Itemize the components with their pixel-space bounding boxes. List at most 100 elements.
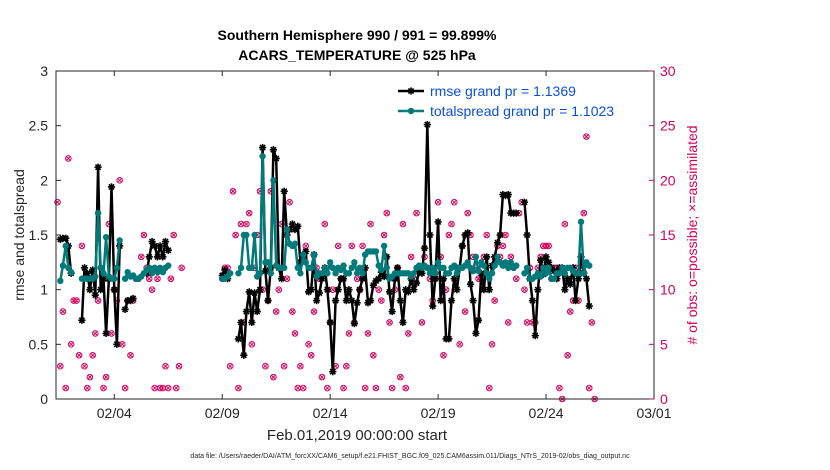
rmse-point <box>156 242 164 250</box>
spread-point <box>332 270 339 277</box>
obs-count-point <box>245 209 253 217</box>
obs-count-point <box>172 384 180 392</box>
obs-count-point <box>491 297 498 304</box>
legend-rmse-marker <box>407 87 415 95</box>
spread-point <box>561 270 569 277</box>
rmse-point <box>110 286 118 294</box>
obs-count-point <box>407 253 415 261</box>
y-tick-label: 2 <box>40 172 48 188</box>
spread-point <box>291 240 299 247</box>
obs-count-point <box>380 231 388 239</box>
spread-point <box>380 242 388 250</box>
obs-count-point <box>580 209 588 217</box>
rmse-series <box>56 120 593 376</box>
rmse-point <box>480 286 488 294</box>
spread-point <box>359 270 366 277</box>
obs-count-point <box>78 242 86 250</box>
obs-count-point <box>289 308 296 315</box>
spread-point <box>550 275 558 282</box>
obs-count-point <box>148 286 156 293</box>
rmse-point <box>242 307 251 316</box>
spread-point <box>97 264 104 271</box>
spread-point <box>378 266 385 274</box>
rmse-point <box>288 220 296 228</box>
obs-count-point <box>370 351 377 359</box>
obs-count-point <box>383 209 391 217</box>
obs-count-point <box>504 319 512 326</box>
spread-point <box>235 270 242 277</box>
rmse-point <box>493 239 502 247</box>
obs-count-point <box>116 177 123 184</box>
obs-count-point <box>145 275 153 283</box>
obs-count-point <box>445 231 453 239</box>
spread-point <box>348 264 355 271</box>
obs-count-point <box>118 341 126 348</box>
rmse-point <box>534 286 542 294</box>
rmse-point <box>426 231 434 239</box>
obs-count-point <box>73 297 80 304</box>
obs-count-point <box>386 319 393 326</box>
obs-count-point <box>154 275 161 283</box>
rmse-point <box>520 198 529 206</box>
spread-point <box>256 270 264 277</box>
obs-count-point <box>397 373 404 381</box>
obs-count-point <box>229 187 237 195</box>
rmse-point <box>261 267 270 275</box>
obs-count-point <box>235 384 242 392</box>
spread-point <box>321 264 328 271</box>
x-tick-label: 03/01 <box>636 405 671 421</box>
rmse-point <box>221 266 229 274</box>
obs-count-point <box>372 384 380 392</box>
y-axis-right-label: # of obs: o=possible; ×=assimilated <box>684 125 700 344</box>
obs-count-point <box>585 384 593 392</box>
spread-point <box>513 262 520 269</box>
obs-count-point <box>237 220 245 228</box>
obs-count-point <box>100 384 107 392</box>
spread-point <box>345 270 353 277</box>
rmse-point <box>353 299 361 307</box>
rmse-point <box>251 289 259 297</box>
obs-count-point <box>340 384 347 392</box>
rmse-point <box>396 297 404 305</box>
rmse-point <box>434 218 442 226</box>
rmse-point <box>380 272 388 281</box>
rmse-point <box>339 275 348 283</box>
obs-count-point <box>418 319 426 326</box>
rmse-point <box>504 190 512 199</box>
obs-count-point <box>140 231 148 239</box>
legend-spread-marker <box>407 107 415 115</box>
rmse-point <box>253 307 261 316</box>
spread-point <box>111 275 118 282</box>
rmse-point <box>256 286 264 294</box>
spread-point <box>575 270 582 277</box>
spread-point <box>270 177 277 184</box>
obs-count-point <box>170 231 177 239</box>
rmse-point <box>159 253 167 261</box>
spread-point <box>507 259 515 266</box>
obs-count-point <box>248 341 256 348</box>
obs-count-point <box>434 198 442 206</box>
rmse-point <box>264 297 272 305</box>
obs-count-point <box>399 220 407 228</box>
legend: rmse grand pr = 1.1369 totalspread grand… <box>398 83 614 119</box>
spread-point <box>372 248 380 255</box>
spread-point <box>469 267 477 275</box>
spread-point <box>283 226 291 233</box>
obs-count-point <box>521 286 528 293</box>
obs-count-point <box>405 330 412 337</box>
rmse-point <box>542 253 550 261</box>
obs-count-point <box>167 275 175 283</box>
rmse-point <box>561 286 569 294</box>
x-tick-label: 02/19 <box>421 405 456 421</box>
obs-count-point <box>321 220 329 228</box>
y-right-tick-label: 5 <box>660 336 668 352</box>
rmse-point <box>345 286 353 294</box>
obs-count-point <box>566 308 574 315</box>
rmse-point <box>234 335 243 343</box>
rmse-point <box>423 120 431 129</box>
legend-rmse-label: rmse grand pr = 1.1369 <box>430 83 576 99</box>
spread-point <box>559 264 566 271</box>
obs-count-point <box>523 319 531 326</box>
y-tick-label: 2.5 <box>29 118 49 134</box>
